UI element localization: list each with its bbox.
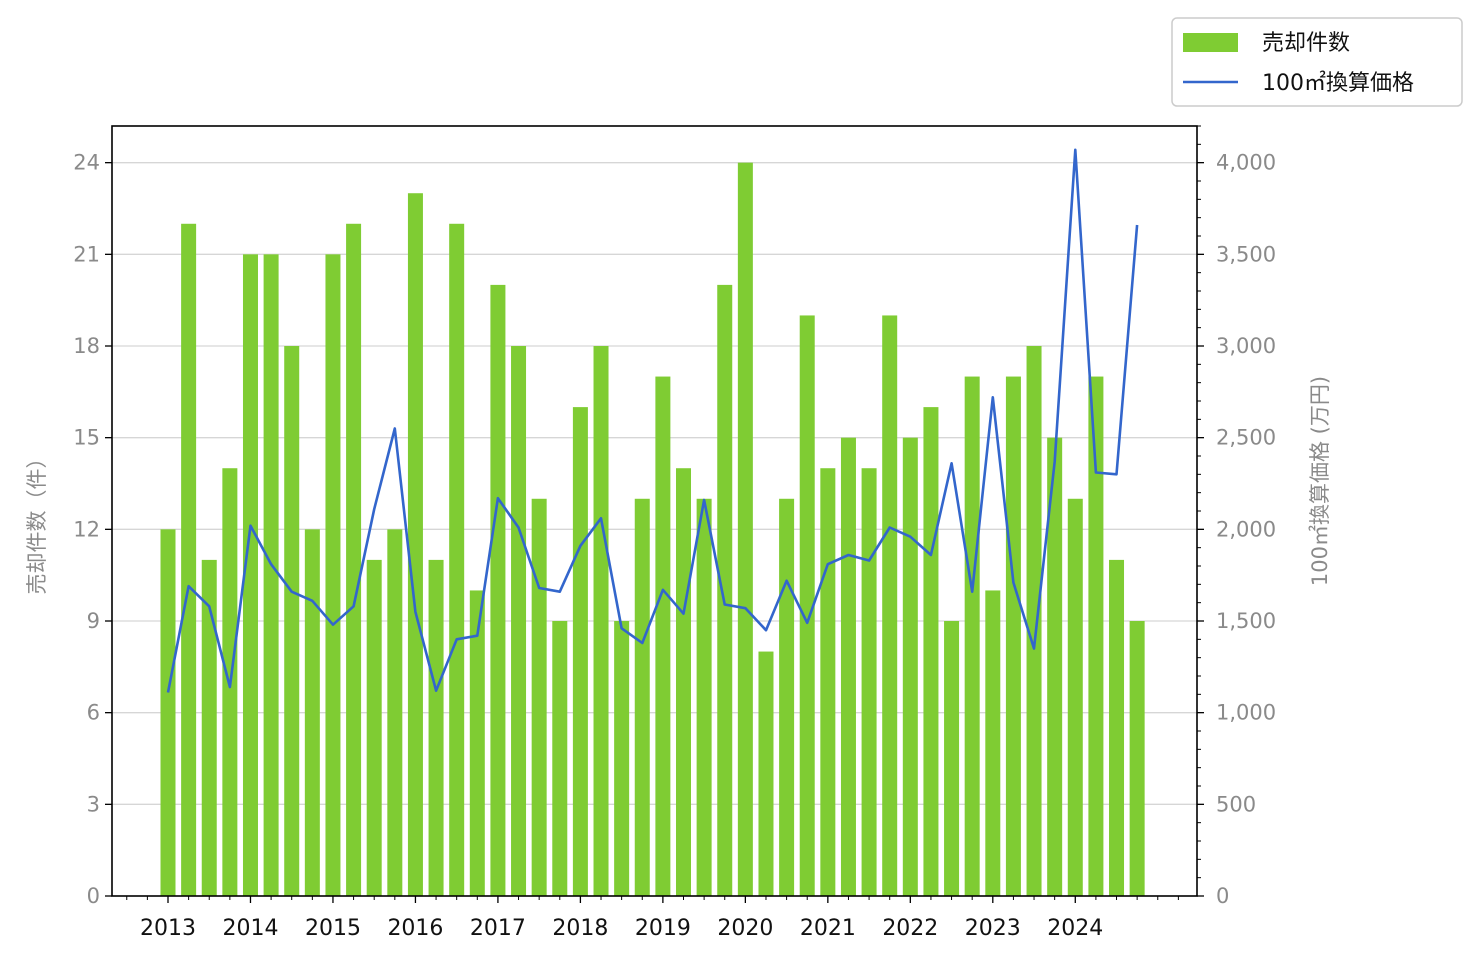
bar	[160, 529, 176, 896]
right-tick-label: 500	[1216, 792, 1256, 816]
x-tick-label: 2015	[305, 916, 361, 941]
right-tick-label: 3,000	[1216, 334, 1276, 358]
bar	[263, 254, 279, 897]
bar	[696, 498, 712, 896]
left-tick-label: 6	[87, 701, 100, 725]
left-tick-label: 24	[73, 151, 100, 175]
bar	[758, 651, 774, 896]
left-tick-label: 15	[73, 426, 100, 450]
bar	[799, 315, 815, 896]
legend-box	[1171, 17, 1463, 107]
bar	[572, 407, 588, 896]
bar	[1026, 346, 1042, 896]
left-axis: 0 3 6 9 12 15 18 21 24	[73, 151, 112, 908]
line-series	[166, 148, 1139, 693]
right-axis-title: 100㎡換算価格 (万円)	[1308, 376, 1332, 586]
legend-bar-label: 売却件数	[1262, 31, 1350, 56]
x-tick-label: 2017	[470, 916, 526, 941]
bar	[1129, 621, 1145, 896]
bar	[469, 590, 485, 896]
bar	[840, 437, 856, 896]
bar	[1005, 376, 1021, 896]
price-line	[166, 148, 1139, 693]
bar-series	[160, 162, 1145, 897]
left-tick-label: 21	[73, 242, 100, 266]
bar	[552, 621, 568, 896]
bar	[1109, 559, 1125, 896]
bar	[861, 468, 877, 896]
right-tick-label: 3,500	[1216, 242, 1276, 266]
right-tick-label: 2,000	[1216, 517, 1276, 541]
left-tick-label: 9	[87, 609, 100, 633]
x-tick-label: 2013	[140, 916, 196, 941]
bar	[737, 162, 753, 896]
right-tick-label: 1,500	[1216, 609, 1276, 633]
bar	[1088, 376, 1104, 896]
bar	[201, 559, 217, 896]
bar	[985, 590, 1001, 896]
bar	[1067, 498, 1083, 896]
bar	[304, 529, 320, 896]
bar	[902, 437, 918, 896]
x-tick-label: 2020	[717, 916, 773, 941]
bar	[181, 223, 197, 896]
left-tick-label: 12	[73, 517, 100, 541]
legend-line-label: 100㎡換算価格	[1262, 70, 1414, 96]
left-axis-title: 売却件数（件）	[25, 448, 49, 595]
bar	[820, 468, 836, 896]
bar	[387, 529, 403, 896]
x-tick-label: 2021	[800, 916, 856, 941]
bar	[923, 407, 939, 896]
bar	[325, 254, 341, 897]
x-tick-label: 2019	[635, 916, 691, 941]
right-tick-label: 1,000	[1216, 701, 1276, 725]
x-tick-label: 2022	[882, 916, 938, 941]
bar	[284, 346, 300, 896]
x-tick-label: 2014	[222, 916, 278, 941]
left-tick-label: 0	[87, 884, 100, 908]
bar	[593, 346, 609, 896]
bar	[944, 621, 960, 896]
bar	[242, 254, 258, 897]
bar	[676, 468, 691, 896]
bar	[1047, 437, 1063, 896]
bar	[490, 284, 506, 896]
x-tick-label: 2024	[1047, 916, 1103, 941]
left-tick-label: 3	[87, 792, 100, 816]
bar	[717, 284, 733, 896]
bar	[346, 223, 362, 896]
x-axis: 2013 2014 2015 2016 2017 2018 2019 2020 2021 2022…	[126, 896, 1179, 941]
bar	[366, 559, 382, 896]
right-tick-label: 0	[1216, 884, 1229, 908]
bar	[449, 223, 465, 896]
bar	[779, 498, 795, 896]
x-tick-label: 2016	[387, 916, 443, 941]
bar	[964, 376, 980, 896]
legend-bar-swatch	[1183, 33, 1238, 52]
x-tick-label: 2023	[965, 916, 1021, 941]
bar	[655, 376, 671, 896]
x-tick-label: 2018	[552, 916, 608, 941]
right-tick-label: 2,500	[1216, 426, 1276, 450]
bar	[882, 315, 898, 896]
left-tick-label: 18	[73, 334, 100, 358]
legend: 売却件数 100㎡換算価格	[1171, 17, 1463, 107]
bar	[531, 498, 547, 896]
right-tick-label: 4,000	[1216, 151, 1276, 175]
bar	[407, 193, 423, 896]
bar	[511, 346, 527, 896]
right-axis: 0 500 1,000 1,500 2,000 2,500 3,000 3,500 4,000	[1197, 125, 1276, 908]
bar	[614, 621, 630, 896]
bar	[634, 498, 650, 896]
bar	[428, 559, 444, 896]
